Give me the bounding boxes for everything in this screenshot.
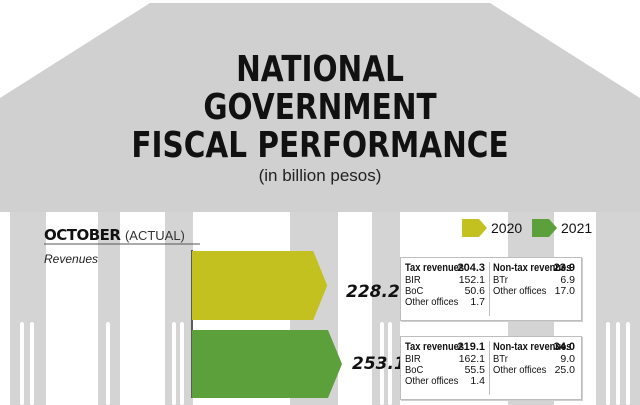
title-line-3: FISCAL PERFORMANCE	[131, 125, 509, 166]
tax-item-value: 152.1	[458, 274, 485, 286]
nontax-item-row: BTr 6.9	[493, 275, 575, 286]
tax-item-label: BoC	[405, 364, 424, 376]
tax-item-label: BoC	[405, 285, 424, 297]
legend-label-2021: 2021	[561, 220, 593, 236]
nontax-row: Non-tax revenues 23.9	[493, 262, 575, 275]
nontax-item-value: 25.0	[554, 364, 575, 376]
nontax-label: Non-tax revenues	[493, 262, 572, 274]
subtitle: (in billion pesos)	[258, 166, 382, 185]
tax-row: Tax revenues 219.1	[405, 341, 485, 354]
breakdown-box-2021: Tax revenues 219.1 BIR 162.1 BoC 55.5 Other…	[400, 336, 582, 400]
tax-item-value: 1.7	[470, 296, 485, 308]
tax-item-label: Other offices	[405, 296, 459, 308]
tax-label: Tax revenues	[405, 341, 465, 353]
tax-item-row: BoC 50.6	[405, 286, 485, 297]
period-qualifier: (ACTUAL)	[124, 228, 185, 243]
bar-2021	[192, 330, 342, 398]
legend-swatch-2021	[532, 219, 557, 237]
nontax-label: Non-tax revenues	[493, 341, 572, 353]
legend-swatch-2020	[462, 219, 487, 237]
box-divider	[489, 341, 490, 395]
bar-value-label-2021: 253.1	[352, 354, 406, 374]
nontax-item-label: Other offices	[493, 364, 547, 376]
bar-2020	[192, 251, 328, 320]
tax-label: Tax revenues	[405, 262, 465, 274]
tax-column-2020: Tax revenues 204.3 BIR 152.1 BoC 50.6 Other…	[405, 262, 485, 308]
nontax-item-row: BTr 9.0	[493, 354, 575, 365]
legend-label-2020: 2020	[491, 220, 523, 236]
tax-value: 219.1	[457, 341, 485, 353]
tax-item-value: 55.5	[464, 364, 485, 376]
title-line-1: NATIONAL	[236, 49, 404, 90]
nontax-item-row: Other offices 17.0	[493, 286, 575, 297]
tax-value: 204.3	[457, 262, 485, 274]
nontax-value: 34.0	[553, 341, 575, 353]
nontax-item-value: 6.9	[560, 274, 575, 286]
tax-item-label: Other offices	[405, 375, 459, 387]
tax-column-2021: Tax revenues 219.1 BIR 162.1 BoC 55.5 Other…	[405, 341, 485, 387]
nontax-item-label: BTr	[493, 353, 508, 365]
tax-item-label: BIR	[405, 274, 421, 286]
tax-item-value: 50.6	[464, 285, 485, 297]
nontax-item-row: Other offices 25.0	[493, 365, 575, 376]
period-month: OCTOBER	[44, 226, 121, 244]
tax-item-row: Other offices 1.7	[405, 297, 485, 308]
tax-row: Tax revenues 204.3	[405, 262, 485, 275]
tax-item-row: BIR 162.1	[405, 354, 485, 365]
tax-item-value: 1.4	[470, 375, 485, 387]
breakdown-box-2020: Tax revenues 204.3 BIR 152.1 BoC 50.6 Other…	[400, 257, 582, 321]
title-line-2: GOVERNMENT	[203, 87, 437, 128]
nontax-row: Non-tax revenues 34.0	[493, 341, 575, 354]
bar-value-label-2020: 228.2	[346, 282, 400, 302]
tax-item-value: 162.1	[458, 353, 485, 365]
nontax-item-label: Other offices	[493, 285, 547, 297]
nontax-value: 23.9	[553, 262, 575, 274]
nontax-item-label: BTr	[493, 274, 508, 286]
tax-item-label: BIR	[405, 353, 421, 365]
tax-item-row: BoC 55.5	[405, 365, 485, 376]
building-roof	[0, 3, 640, 212]
nontax-item-value: 9.0	[560, 353, 575, 365]
nontax-item-value: 17.0	[554, 285, 575, 297]
period-label: OCTOBER (ACTUAL)	[44, 226, 185, 245]
tax-item-row: Other offices 1.4	[405, 376, 485, 387]
section-label: Revenues	[44, 252, 99, 266]
nontax-column-2020: Non-tax revenues 23.9 BTr 6.9 Other office…	[493, 262, 575, 297]
box-divider	[489, 262, 490, 316]
tax-item-row: BIR 152.1	[405, 275, 485, 286]
nontax-column-2021: Non-tax revenues 34.0 BTr 9.0 Other office…	[493, 341, 575, 376]
